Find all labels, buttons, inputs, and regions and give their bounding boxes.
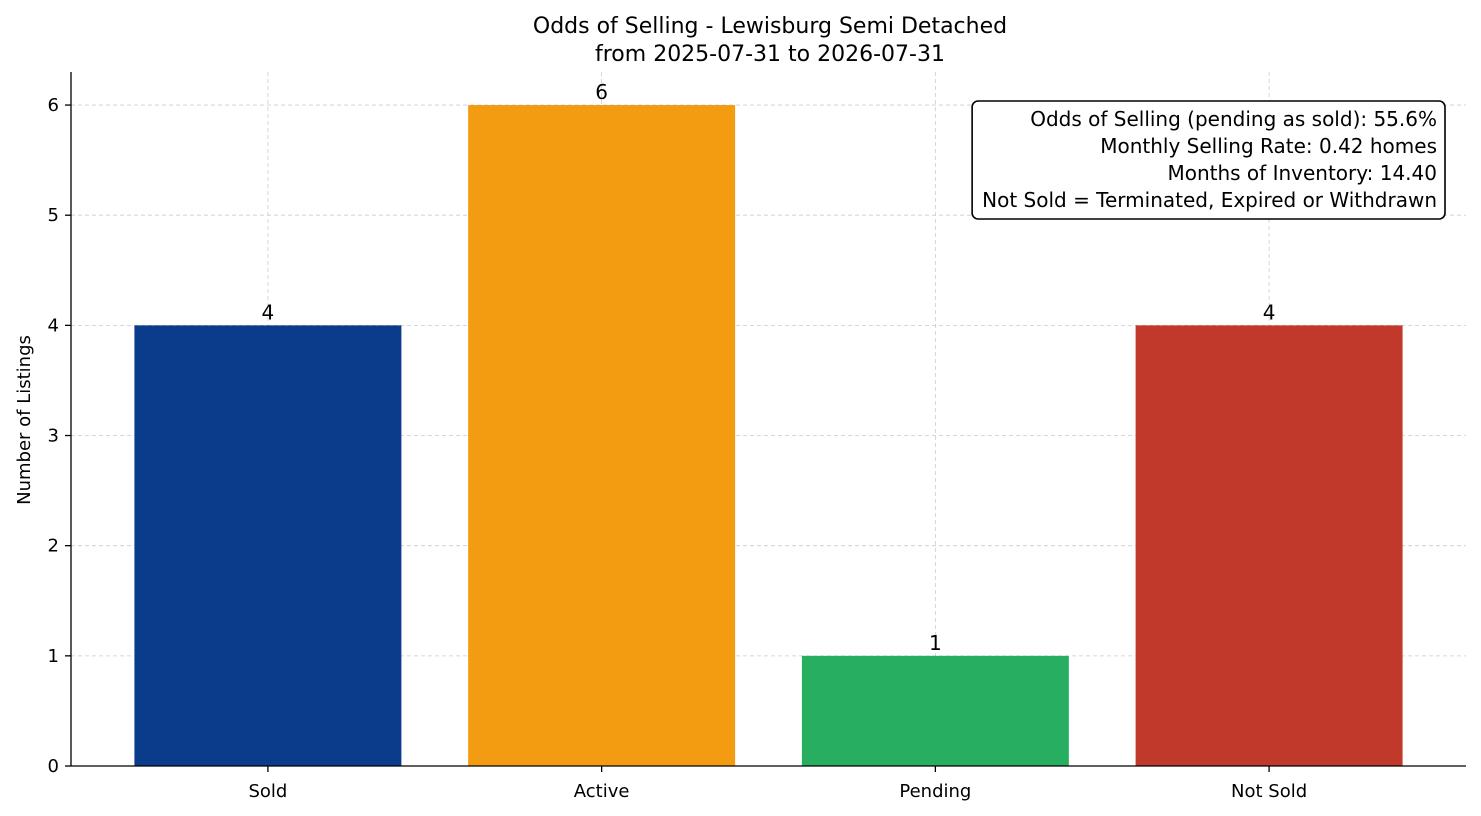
bar-pending <box>801 655 1069 766</box>
info-line: Not Sold = Terminated, Expired or Withdr… <box>982 188 1437 212</box>
y-axis-label: Number of Listings <box>14 335 35 505</box>
y-tick-label: 4 <box>48 315 59 336</box>
bar-value-label: 4 <box>262 300 275 324</box>
bar-value-label: 4 <box>1263 300 1276 324</box>
data-label-layer: 4 6 1 4 <box>262 80 1276 655</box>
bar-sold <box>134 325 402 766</box>
info-box-frame <box>971 100 1446 220</box>
y-tick-label: 3 <box>48 426 59 447</box>
x-tick-label: Sold <box>248 781 287 802</box>
chart-title: Odds of Selling - Lewisburg Semi Detache… <box>533 14 1007 39</box>
y-tick-label: 1 <box>48 646 59 667</box>
bar-value-label: 6 <box>595 80 608 104</box>
y-tick-label: 6 <box>48 95 59 116</box>
bar-value-label: 1 <box>929 631 942 655</box>
info-box: Odds of Selling (pending as sold): 55.6%… <box>971 100 1446 220</box>
info-line: Odds of Selling (pending as sold): 55.6% <box>1030 107 1437 131</box>
y-tick-label: 0 <box>48 756 59 777</box>
bar-not-sold <box>1135 325 1403 766</box>
x-tick-label: Active <box>574 781 630 802</box>
info-line: Months of Inventory: 14.40 <box>1167 161 1437 185</box>
chart-subtitle: from 2025-07-31 to 2026-07-31 <box>595 42 945 67</box>
y-tick-label: 2 <box>48 536 59 557</box>
bar-layer <box>134 105 1403 767</box>
y-tick-label: 5 <box>48 205 59 226</box>
x-tick-label: Not Sold <box>1231 781 1307 802</box>
axis-layer: 0 1 2 3 4 5 6 Sold Active Pending Not Sold <box>48 72 1466 802</box>
bar-active <box>468 105 736 767</box>
x-tick-label: Pending <box>899 781 971 802</box>
info-line: Monthly Selling Rate: 0.42 homes <box>1100 134 1437 158</box>
